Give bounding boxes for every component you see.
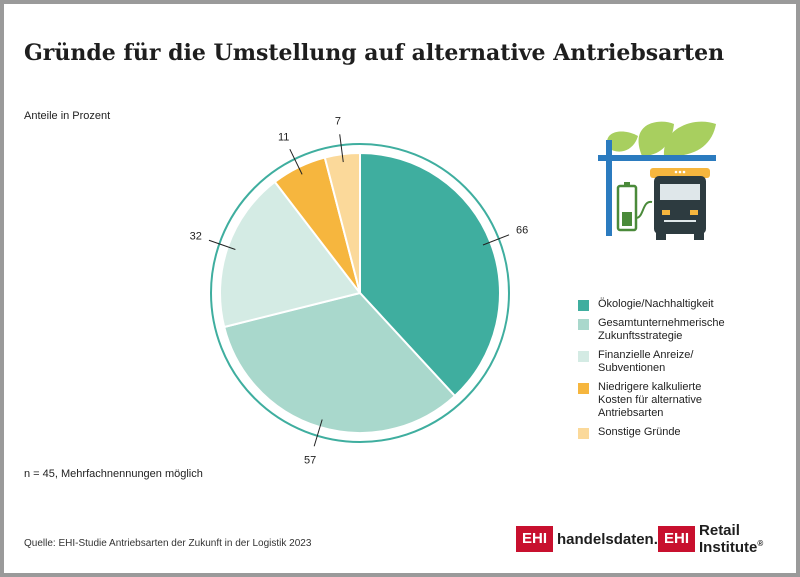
data-label: 32 <box>190 231 202 243</box>
sample-note: n = 45, Mehrfachnennungen möglich <box>24 468 203 480</box>
legend-swatch <box>578 351 589 362</box>
data-label: 11 <box>278 132 289 144</box>
legend-label: Sonstige Gründe <box>598 426 681 438</box>
ehi-logo-box: EHI <box>658 526 696 552</box>
leader-line <box>339 134 344 163</box>
legend-swatch <box>578 300 589 311</box>
legend-label: Finanzielle Anreize/ Subventionen <box>598 349 694 374</box>
legend-item: Sonstige Gründe <box>578 426 788 439</box>
legend-item: Niedrigere kalkulierte Kosten für altern… <box>578 381 788 420</box>
legend-item: Ökologie/Nachhaltigkeit <box>578 298 788 311</box>
legend-label: Ökologie/Nachhaltigkeit <box>598 298 714 310</box>
leader-line <box>289 148 303 175</box>
pie-outer-ring <box>210 143 510 443</box>
truck-charging-station-with-leaves-icon <box>598 121 716 240</box>
ehi-retail-institute-logo: EHI Retail Institute® <box>658 522 800 556</box>
chart-subtitle: Anteile in Prozent <box>24 110 111 122</box>
leader-line <box>313 419 323 447</box>
handelsdaten-logo: EHI handelsdaten.de <box>516 524 675 554</box>
leader-line <box>482 234 510 246</box>
data-label: 57 <box>304 455 316 467</box>
chart-title: Gründe für die Umstellung auf alternativ… <box>24 40 725 66</box>
legend-label: Niedrigere kalkulierte Kosten für altern… <box>598 381 702 419</box>
legend-label: Gesamtunternehmerische Zukunftsstrategie <box>598 317 725 342</box>
legend-swatch <box>578 319 589 330</box>
data-label: 66 <box>516 225 528 237</box>
leader-line <box>208 239 236 250</box>
data-label: 7 <box>335 115 341 127</box>
retail-institute-logo-text: Retail Institute® <box>699 522 800 556</box>
ehi-logo-box: EHI <box>516 526 554 552</box>
registered-mark: ® <box>757 539 764 548</box>
handelsdaten-logo-text: handelsdaten.de <box>557 530 676 548</box>
legend-swatch <box>578 428 589 439</box>
chart-legend: Ökologie/Nachhaltigkeit Gesamtunternehmer… <box>578 298 788 445</box>
legend-item: Finanzielle Anreize/ Subventionen <box>578 349 788 375</box>
source-note: Quelle: EHI-Studie Antriebsarten der Zuk… <box>24 538 312 549</box>
retail-institute-text: Retail Institute <box>699 522 758 556</box>
legend-item: Gesamtunternehmerische Zukunftsstrategie <box>578 317 788 343</box>
legend-swatch <box>578 383 589 394</box>
